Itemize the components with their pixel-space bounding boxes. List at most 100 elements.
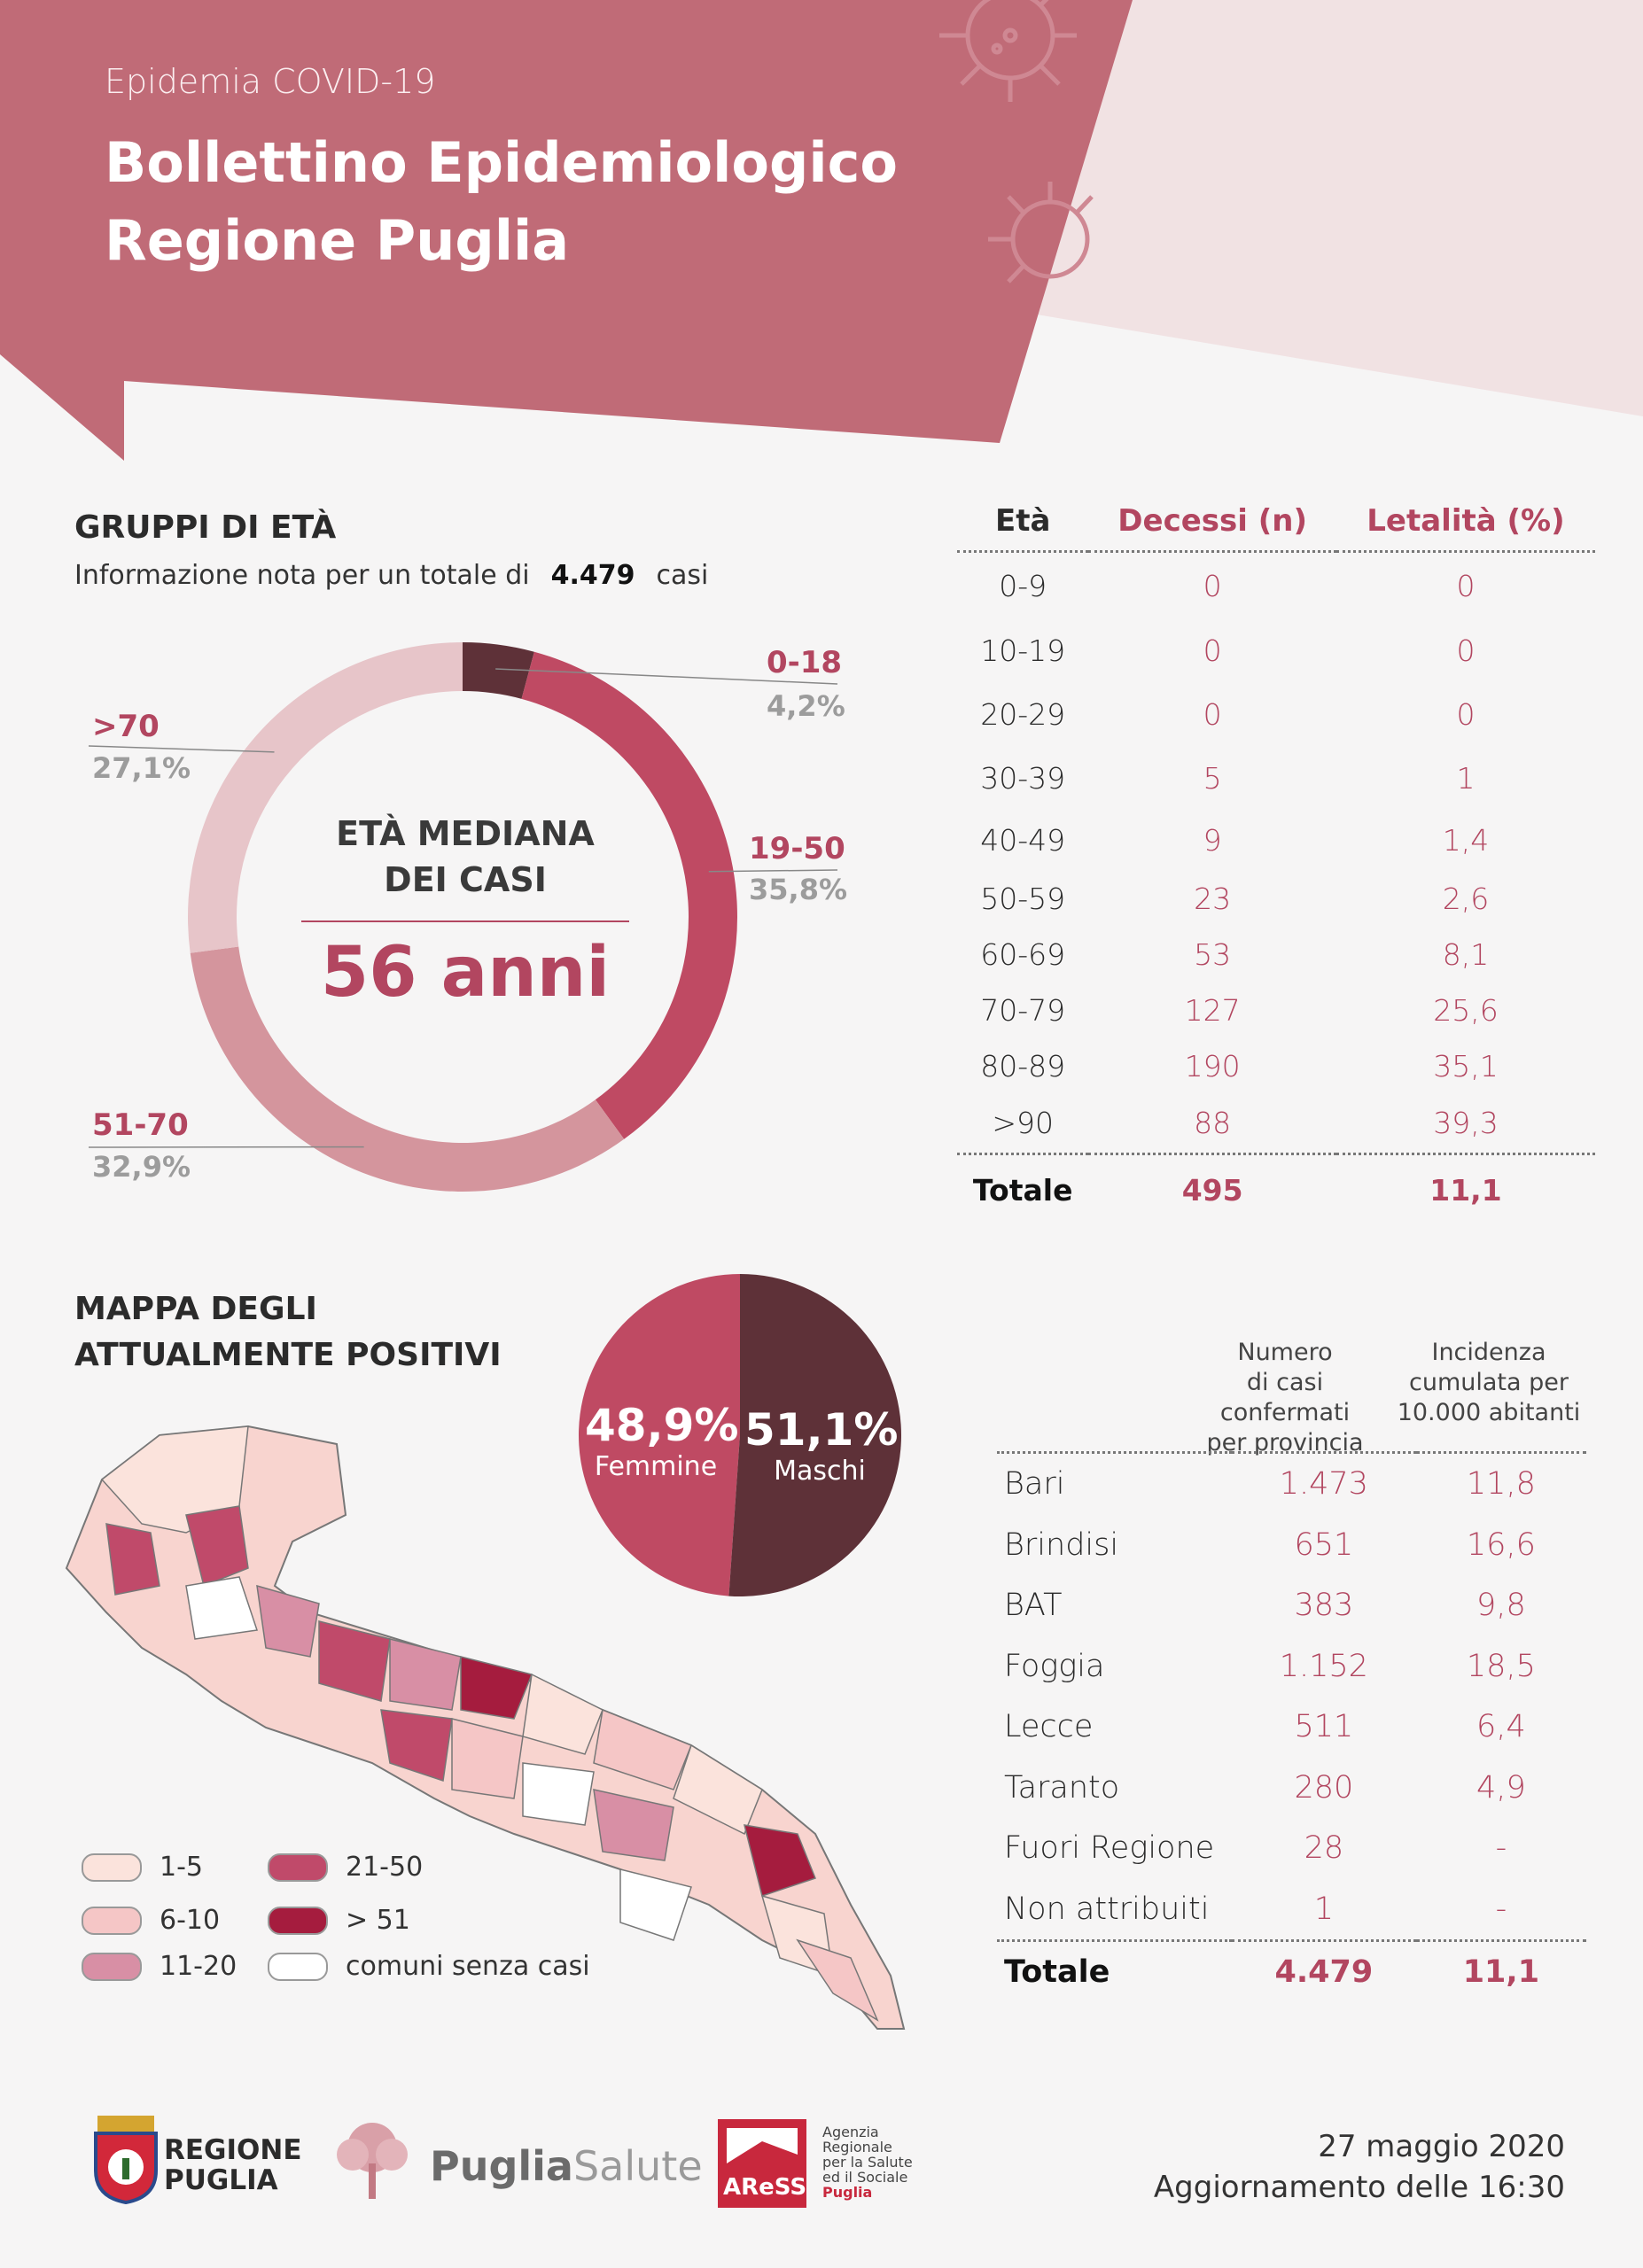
map-title-line-2: ATTUALMENTE POSITIVI (74, 1337, 502, 1373)
mortality-table: Età Decessi (n) Letalità (%) 0-9 0 0 10-19… (957, 492, 1595, 1224)
deaths-cell: 0 (1203, 697, 1222, 732)
segment-pct-19-50: 35,8% (749, 873, 848, 906)
province-total-cases: 4.479 (1231, 1939, 1416, 2003)
age-cell: 80-89 (980, 1048, 1066, 1084)
bulletin-date: 27 maggio 2020 (1318, 2129, 1565, 2164)
male-label: Maschi (774, 1456, 866, 1487)
median-label-line-1: ETÀ MEDIANA (336, 814, 595, 853)
puglia-map (65, 1425, 906, 2030)
table-row: Bari 1.473 11,8 (997, 1453, 1586, 1515)
age-cell: 60-69 (980, 936, 1066, 972)
table-row: Fuori Regione 28 - (997, 1818, 1586, 1879)
province-name: BAT (1004, 1588, 1063, 1624)
segment-pct-51-70: 32,9% (92, 1150, 191, 1184)
mortality-header-row: Età Decessi (n) Letalità (%) (957, 492, 1595, 553)
age-cell: 70-79 (980, 992, 1066, 1028)
province-incidence: 18,5 (1466, 1648, 1536, 1684)
aress-line: Regionale (822, 2139, 892, 2155)
province-name: Fuori Regione (1004, 1830, 1215, 1867)
col-header-age: Età (957, 492, 1089, 553)
female-label: Femmine (594, 1451, 718, 1482)
aress-line: ed il Sociale (822, 2169, 908, 2186)
legend-label: > 51 (346, 1905, 410, 1936)
legend-item-no-cases: comuni senza casi (268, 1951, 590, 1982)
update-time: Aggiornamento delle 16:30 (1153, 2170, 1565, 2205)
info-suffix: casi (656, 560, 709, 591)
col-header-incidence-line: Incidenza (1431, 1339, 1546, 1366)
province-total-label: Totale (997, 1939, 1232, 2003)
logo1-line-1: REGIONE (164, 2134, 302, 2166)
table-row: 30-39 5 1 (957, 747, 1595, 811)
deaths-cell: 23 (1194, 881, 1232, 916)
total-label: Totale (957, 1153, 1089, 1224)
table-row: 50-59 23 2,6 (957, 871, 1595, 927)
donut-segment-over-70 (188, 642, 463, 953)
leader-line (708, 869, 838, 873)
median-divider (301, 920, 629, 922)
puglia-salute-logo-text: PugliaSalute (430, 2142, 703, 2190)
deaths-cell: 53 (1194, 936, 1232, 972)
table-row: 70-79 127 25,6 (957, 983, 1595, 1038)
age-cell: 0-9 (999, 568, 1047, 603)
lethality-cell: 8,1 (1442, 936, 1490, 972)
virus-icon (939, 0, 1094, 284)
legend-item-11-20: 11-20 (82, 1951, 237, 1982)
segment-label-0-18: 0-18 (767, 645, 843, 680)
table-row: 10-19 0 0 (957, 619, 1595, 683)
province-name: Foggia (1004, 1648, 1105, 1684)
aress-logo-mark: AReSS (718, 2119, 806, 2208)
header-supertitle: Epidemia COVID-19 (105, 62, 436, 101)
aress-line: per la Salute (822, 2154, 913, 2171)
table-row: 60-69 53 8,1 (957, 927, 1595, 983)
legend-swatch (268, 1906, 328, 1935)
lethality-cell: 0 (1456, 697, 1476, 732)
info-total: 4.479 (550, 560, 635, 591)
lethality-cell: 1 (1456, 761, 1476, 796)
province-cases: 1.473 (1279, 1466, 1368, 1503)
province-cases: 651 (1294, 1526, 1354, 1563)
col-header-lethality: Letalità (%) (1335, 492, 1595, 553)
province-cases: 511 (1294, 1709, 1354, 1745)
province-name: Taranto (1004, 1769, 1120, 1806)
logo1-line-2: PUGLIA (164, 2164, 278, 2196)
col-header-incidence-line: 10.000 abitanti (1397, 1399, 1581, 1426)
legend-item-6-10: 6-10 (82, 1905, 220, 1936)
leader-line (495, 668, 838, 685)
lethality-cell: 25,6 (1433, 992, 1499, 1028)
deaths-cell: 0 (1203, 568, 1222, 603)
segment-label-19-50: 19-50 (749, 831, 845, 866)
segment-pct-0-18: 4,2% (767, 689, 845, 723)
map-title-line-1: MAPPA DEGLI (74, 1291, 317, 1327)
lethality-cell: 0 (1456, 633, 1476, 668)
male-label-box: 51,1% Maschi (744, 1404, 899, 1487)
male-pct: 51,1% (744, 1404, 899, 1456)
province-cases: 1 (1313, 1891, 1334, 1927)
regione-puglia-crest-icon (94, 2116, 158, 2204)
table-row: Brindisi 651 16,6 (997, 1515, 1586, 1576)
page-title: Bollettino Epidemiologico Regione Puglia (105, 124, 898, 280)
female-label-box: 48,9% Femmine (585, 1400, 739, 1482)
legend-label: 21-50 (346, 1852, 424, 1883)
province-incidence: - (1495, 1830, 1507, 1867)
province-name: Lecce (1004, 1709, 1094, 1745)
province-name: Brindisi (1004, 1526, 1119, 1563)
deaths-cell: 0 (1203, 633, 1222, 668)
info-prefix: Informazione nota per un totale di (74, 560, 530, 591)
col-header-incidence: Incidenza cumulata per 10.000 abitanti (1391, 1338, 1586, 1428)
female-pct: 48,9% (585, 1400, 739, 1451)
donut-segment-51-70 (190, 946, 625, 1192)
logo2-part-1: Puglia (430, 2142, 573, 2190)
table-row: BAT 383 9,8 (997, 1575, 1586, 1636)
table-row: Taranto 280 4,9 (997, 1758, 1586, 1819)
deaths-cell: 190 (1184, 1048, 1241, 1084)
col-header-cases: Numero di casi confermati per provincia (1179, 1338, 1391, 1458)
table-row: 40-49 9 1,4 (957, 811, 1595, 871)
map-section-title: MAPPA DEGLI ATTUALMENTE POSITIVI (74, 1286, 502, 1379)
province-cases: 383 (1294, 1588, 1354, 1624)
legend-swatch (82, 1906, 142, 1935)
update-info: 27 maggio 2020 Aggiornamento delle 16:30 (1154, 2126, 1565, 2208)
table-row: 80-89 190 35,1 (957, 1038, 1595, 1094)
age-cell: 50-59 (980, 881, 1066, 916)
puglia-salute-tree-icon (337, 2123, 408, 2199)
lethality-cell: 2,6 (1442, 881, 1490, 916)
